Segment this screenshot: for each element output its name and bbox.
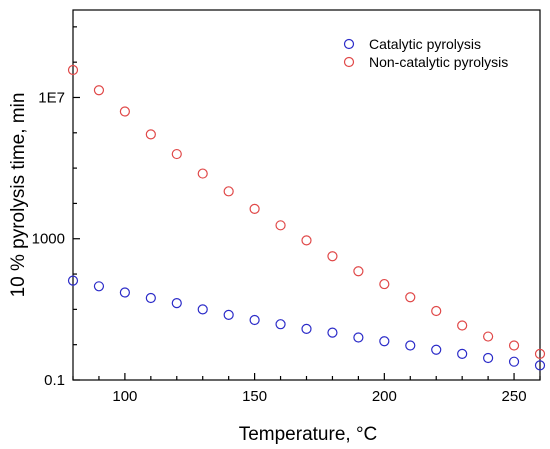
x-axis-title: Temperature, °C xyxy=(239,424,378,445)
data-point-non-catalytic xyxy=(249,203,260,214)
y-axis-title: 10 % pyrolysis time, min xyxy=(8,93,29,298)
y-tick-label: 1000 xyxy=(32,231,65,248)
data-point-catalytic xyxy=(67,275,79,286)
legend-marker-non-catalytic xyxy=(343,56,355,68)
data-point-non-catalytic xyxy=(275,220,286,231)
data-point-non-catalytic xyxy=(145,129,156,140)
data-point-non-catalytic xyxy=(534,348,546,359)
data-point-catalytic xyxy=(327,327,338,338)
data-point-catalytic xyxy=(197,304,208,315)
data-point-catalytic xyxy=(145,292,156,304)
data-point-catalytic xyxy=(483,352,494,364)
data-point-non-catalytic xyxy=(457,320,468,331)
data-point-non-catalytic xyxy=(223,186,234,197)
data-point-catalytic xyxy=(457,348,468,359)
data-point-non-catalytic xyxy=(67,64,79,76)
legend-label-catalytic: Catalytic pyrolysis xyxy=(369,36,481,52)
legend-marker-catalytic xyxy=(343,38,355,50)
data-point-non-catalytic xyxy=(171,148,182,160)
data-point-catalytic xyxy=(223,309,234,320)
y-tick-label: 1E7 xyxy=(38,89,65,106)
data-point-non-catalytic xyxy=(405,292,416,303)
data-point-non-catalytic xyxy=(119,106,130,117)
legend-label-non-catalytic: Non-catalytic pyrolysis xyxy=(369,54,508,70)
x-tick-label: 100 xyxy=(112,388,137,405)
data-point-non-catalytic xyxy=(353,266,364,277)
data-point-non-catalytic xyxy=(197,168,208,179)
data-point-catalytic xyxy=(431,344,442,355)
legend: Catalytic pyrolysis Non-catalytic pyroly… xyxy=(343,36,508,70)
data-point-non-catalytic xyxy=(301,235,312,246)
data-point-catalytic xyxy=(301,323,312,334)
data-point-catalytic xyxy=(249,314,260,326)
y-tick-label: 0.1 xyxy=(44,372,65,389)
data-point-non-catalytic xyxy=(508,340,520,351)
y-axis-ticks: 0.1 1000 1E7 xyxy=(32,26,80,389)
data-point-catalytic xyxy=(508,356,520,367)
x-tick-label: 150 xyxy=(242,388,267,405)
x-axis-ticks: 100 150 200 250 xyxy=(72,373,541,405)
x-tick-label: 200 xyxy=(372,388,397,405)
data-point-non-catalytic xyxy=(327,251,338,262)
data-point-catalytic xyxy=(275,319,286,330)
data-point-catalytic xyxy=(93,281,105,292)
data-point-catalytic xyxy=(119,287,130,298)
data-point-non-catalytic xyxy=(483,331,494,342)
data-point-non-catalytic xyxy=(431,305,442,317)
data-point-non-catalytic xyxy=(93,85,105,96)
data-point-catalytic xyxy=(171,298,182,309)
data-point-catalytic xyxy=(353,332,364,343)
data-point-non-catalytic xyxy=(379,278,390,290)
data-points xyxy=(67,64,546,371)
data-point-catalytic xyxy=(379,336,390,347)
data-point-catalytic xyxy=(534,360,546,371)
x-tick-label: 250 xyxy=(502,388,527,405)
data-point-catalytic xyxy=(405,340,416,351)
